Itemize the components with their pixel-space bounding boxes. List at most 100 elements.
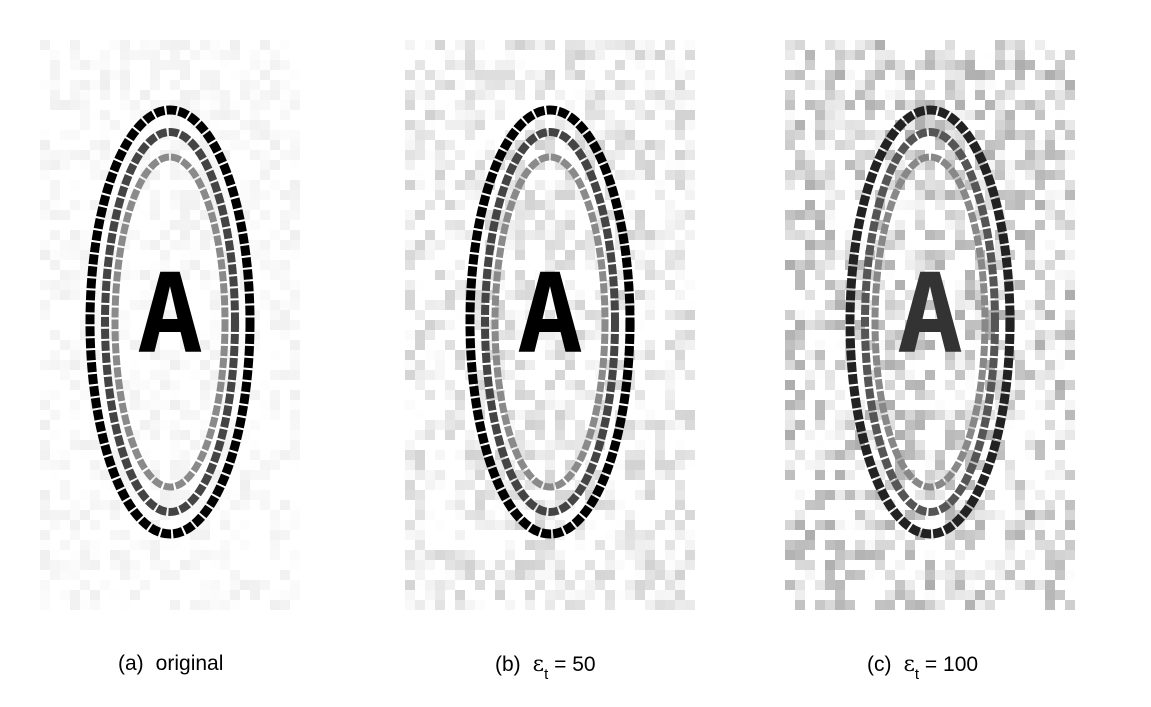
- noise-pixel: [140, 400, 150, 410]
- noise-pixel: [435, 160, 445, 170]
- noise-pixel: [885, 360, 895, 370]
- noise-pixel: [665, 200, 675, 210]
- noise-pixel: [1035, 160, 1045, 170]
- noise-pixel: [645, 350, 655, 360]
- noise-pixel: [895, 230, 905, 240]
- noise-pixel: [565, 60, 575, 70]
- noise-pixel: [575, 60, 585, 70]
- noise-pixel: [220, 540, 230, 550]
- noise-pixel: [935, 600, 945, 610]
- noise-pixel: [595, 50, 605, 60]
- noise-pixel: [1015, 350, 1025, 360]
- noise-pixel: [1065, 470, 1075, 480]
- noise-pixel: [945, 150, 955, 160]
- noise-pixel: [1045, 600, 1055, 610]
- noise-pixel: [435, 370, 445, 380]
- noise-pixel: [565, 400, 575, 410]
- noise-pixel: [865, 540, 875, 550]
- noise-pixel: [120, 300, 130, 310]
- noise-pixel: [210, 350, 220, 360]
- noise-pixel: [815, 520, 825, 530]
- noise-pixel: [1045, 470, 1055, 480]
- noise-pixel: [805, 80, 815, 90]
- noise-pixel: [1025, 440, 1035, 450]
- noise-pixel: [425, 320, 435, 330]
- noise-pixel: [1015, 200, 1025, 210]
- noise-pixel: [795, 130, 805, 140]
- noise-pixel: [455, 40, 465, 50]
- noise-pixel: [425, 550, 435, 560]
- noise-pixel: [1045, 550, 1055, 560]
- noise-pixel: [220, 90, 230, 100]
- noise-pixel: [955, 100, 965, 110]
- noise-pixel: [210, 80, 220, 90]
- noise-pixel: [405, 210, 415, 220]
- noise-pixel: [505, 240, 515, 250]
- noise-pixel: [635, 550, 645, 560]
- noise-pixel: [250, 490, 260, 500]
- noise-pixel: [855, 90, 865, 100]
- noise-pixel: [70, 560, 80, 570]
- noise-pixel: [40, 600, 50, 610]
- noise-pixel: [805, 100, 815, 110]
- noise-pixel: [865, 520, 875, 530]
- noise-pixel: [270, 270, 280, 280]
- noise-pixel: [40, 150, 50, 160]
- noise-pixel: [280, 330, 290, 340]
- noise-pixel: [260, 170, 270, 180]
- noise-pixel: [270, 140, 280, 150]
- noise-pixel: [805, 210, 815, 220]
- noise-pixel: [635, 530, 645, 540]
- noise-pixel: [1065, 340, 1075, 350]
- noise-pixel: [965, 70, 975, 80]
- noise-pixel: [270, 400, 280, 410]
- noise-pixel: [405, 370, 415, 380]
- noise-pixel: [1045, 360, 1055, 370]
- noise-pixel: [785, 420, 795, 430]
- noise-pixel: [260, 250, 270, 260]
- noise-pixel: [635, 560, 645, 570]
- noise-pixel: [1065, 520, 1075, 530]
- noise-pixel: [445, 560, 455, 570]
- noise-pixel: [515, 570, 525, 580]
- noise-pixel: [975, 520, 985, 530]
- noise-pixel: [675, 160, 685, 170]
- noise-pixel: [210, 270, 220, 280]
- noise-pixel: [170, 190, 180, 200]
- noise-pixel: [425, 40, 435, 50]
- noise-pixel: [835, 290, 845, 300]
- noise-pixel: [465, 550, 475, 560]
- noise-pixel: [645, 40, 655, 50]
- noise-pixel: [685, 510, 695, 520]
- noise-pixel: [505, 320, 515, 330]
- noise-pixel: [815, 260, 825, 270]
- noise-pixel: [90, 160, 100, 170]
- noise-pixel: [665, 510, 675, 520]
- noise-pixel: [655, 440, 665, 450]
- noise-pixel: [280, 40, 290, 50]
- noise-pixel: [615, 520, 625, 530]
- noise-pixel: [100, 140, 110, 150]
- noise-pixel: [1045, 590, 1055, 600]
- noise-pixel: [425, 420, 435, 430]
- noise-pixel: [1025, 260, 1035, 270]
- noise-pixel: [855, 170, 865, 180]
- noise-pixel: [280, 300, 290, 310]
- noise-pixel: [845, 440, 855, 450]
- noise-pixel: [1065, 220, 1075, 230]
- noise-pixel: [260, 380, 270, 390]
- noise-pixel: [1055, 350, 1065, 360]
- noise-pixel: [40, 280, 50, 290]
- noise-pixel: [675, 560, 685, 570]
- noise-pixel: [975, 570, 985, 580]
- noise-pixel: [280, 100, 290, 110]
- noise-pixel: [425, 390, 435, 400]
- noise-pixel: [290, 460, 300, 470]
- noise-pixel: [945, 420, 955, 430]
- noise-pixel: [210, 40, 220, 50]
- noise-pixel: [150, 550, 160, 560]
- noise-pixel: [535, 180, 545, 190]
- noise-pixel: [200, 230, 210, 240]
- noise-pixel: [905, 440, 915, 450]
- noise-pixel: [60, 370, 70, 380]
